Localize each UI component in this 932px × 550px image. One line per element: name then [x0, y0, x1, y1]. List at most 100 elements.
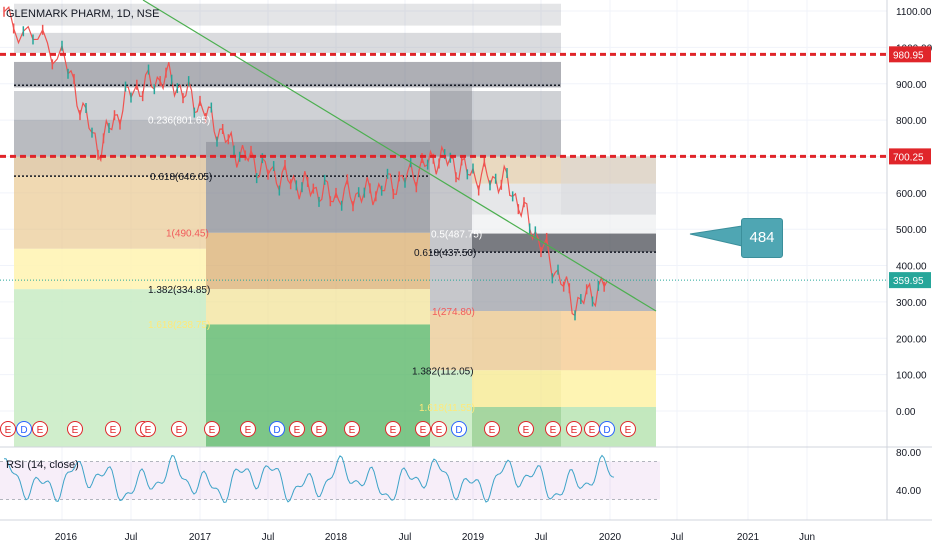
event-marker-circle: [289, 421, 305, 437]
event-marker-label: D: [273, 425, 280, 436]
event-marker-label: D: [20, 425, 27, 436]
price-badge-label: 700.25: [893, 152, 924, 163]
fib-label: 1.382(112.05): [412, 366, 474, 377]
event-marker-circle: [67, 421, 83, 437]
event-marker: D: [269, 421, 285, 437]
event-marker: E: [518, 421, 534, 437]
fib-zone: [472, 233, 656, 253]
event-marker-label: E: [625, 425, 632, 436]
fib-label: 1.618(11.55): [419, 403, 475, 414]
event-marker-label: E: [209, 425, 216, 436]
event-marker-label: D: [455, 425, 462, 436]
rsi-line: [4, 454, 615, 503]
event-marker-circle: [431, 421, 447, 437]
event-marker: E: [311, 421, 327, 437]
time-axis-tick: Jul: [262, 532, 275, 543]
event-marker: E: [204, 421, 220, 437]
fib-zone: [14, 176, 206, 249]
time-axis-tick: 2021: [737, 532, 760, 543]
event-marker-label: E: [176, 425, 183, 436]
event-marker-circle: [311, 421, 327, 437]
event-marker: E: [431, 421, 447, 437]
event-marker-circle: [566, 421, 582, 437]
time-axis-tick: Jul: [399, 532, 412, 543]
event-marker-circle: [599, 421, 615, 437]
time-axis-tick: 2018: [325, 532, 348, 543]
time-axis-tick: Jul: [535, 532, 548, 543]
time-axis-tick: 2017: [189, 532, 212, 543]
fib-zone: [472, 214, 656, 234]
event-marker-label: E: [436, 425, 443, 436]
price-badge-box: [889, 46, 931, 63]
fib-zone: [14, 32, 561, 53]
fib-zone: [14, 289, 206, 448]
event-marker-circle: [16, 421, 32, 437]
event-marker-circle: [269, 421, 285, 437]
event-marker-circle: [204, 421, 220, 437]
time-axis-tick: Jun: [799, 532, 815, 543]
event-marker-circle: [385, 421, 401, 437]
fib-zone: [14, 3, 561, 26]
event-marker: E: [584, 421, 600, 437]
event-marker-circle: [171, 421, 187, 437]
fib-zone: [206, 141, 430, 157]
trend-line: [142, 0, 657, 312]
price-callout[interactable]: 484: [741, 218, 783, 258]
event-marker-label: E: [390, 425, 397, 436]
price-axis-tick: 500.00: [896, 225, 927, 236]
event-marker: E: [344, 421, 360, 437]
event-marker-label: E: [110, 425, 117, 436]
price-axis-tick: 1100.00: [896, 7, 932, 18]
fib-zone: [430, 83, 472, 312]
fib-zone: [14, 91, 561, 120]
price-axis-tick: 800.00: [896, 116, 927, 127]
event-marker-circle: [451, 421, 467, 437]
event-marker: D: [599, 421, 615, 437]
event-marker-label: E: [294, 425, 301, 436]
event-marker-label: E: [245, 425, 252, 436]
event-marker-label: E: [550, 425, 557, 436]
fib-label: 0.618(437.50): [414, 248, 476, 259]
event-marker-label: E: [589, 425, 596, 436]
fib-zone: [430, 311, 472, 371]
fib-label: 0.5(487.75): [431, 230, 482, 241]
fib-zone: [14, 61, 561, 88]
fib-label: 1.382(334.85): [148, 285, 210, 296]
fib-zone: [472, 252, 656, 312]
rsi-label: RSI (14, close): [6, 459, 79, 471]
time-axis-tick: Jul: [125, 532, 138, 543]
event-marker: E: [105, 421, 121, 437]
fib-zone: [206, 176, 430, 233]
rsi-band: [0, 461, 660, 500]
event-marker: E: [289, 421, 305, 437]
event-marker: E: [67, 421, 83, 437]
fib-zone: [561, 370, 656, 408]
event-marker-label: E: [349, 425, 356, 436]
event-marker: E: [385, 421, 401, 437]
event-marker-label: E: [420, 425, 427, 436]
event-marker-label: E: [72, 425, 79, 436]
price-badge-label: 980.95: [893, 50, 924, 61]
event-marker: E: [566, 421, 582, 437]
price-badge-box: [889, 272, 931, 289]
event-marker: E: [545, 421, 561, 437]
event-marker-label: D: [603, 425, 610, 436]
event-marker-circle: [415, 421, 431, 437]
time-axis-tick: 2020: [599, 532, 622, 543]
price-badge: 700.25: [889, 148, 931, 165]
price-axis-tick: 400.00: [896, 262, 927, 273]
event-marker-circle: [545, 421, 561, 437]
time-axis-tick: 2016: [55, 532, 78, 543]
event-marker: E: [140, 421, 156, 437]
event-marker: E: [32, 421, 48, 437]
price-axis-tick: 0.00: [896, 407, 916, 418]
event-marker-circle: [620, 421, 636, 437]
event-marker-label: E: [316, 425, 323, 436]
event-marker-circle: [0, 421, 16, 437]
event-marker-label: E: [523, 425, 530, 436]
price-axis-tick: 100.00: [896, 371, 927, 382]
event-marker-circle: [105, 421, 121, 437]
fib-zone: [14, 248, 206, 290]
fib-zone: [561, 311, 656, 371]
